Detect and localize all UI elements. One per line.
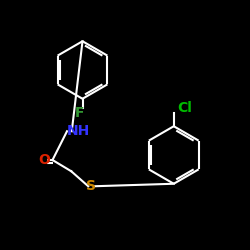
Text: NH: NH bbox=[67, 124, 90, 138]
Text: S: S bbox=[86, 179, 96, 193]
Text: Cl: Cl bbox=[178, 100, 192, 114]
Text: O: O bbox=[38, 153, 50, 167]
Text: F: F bbox=[75, 106, 85, 120]
